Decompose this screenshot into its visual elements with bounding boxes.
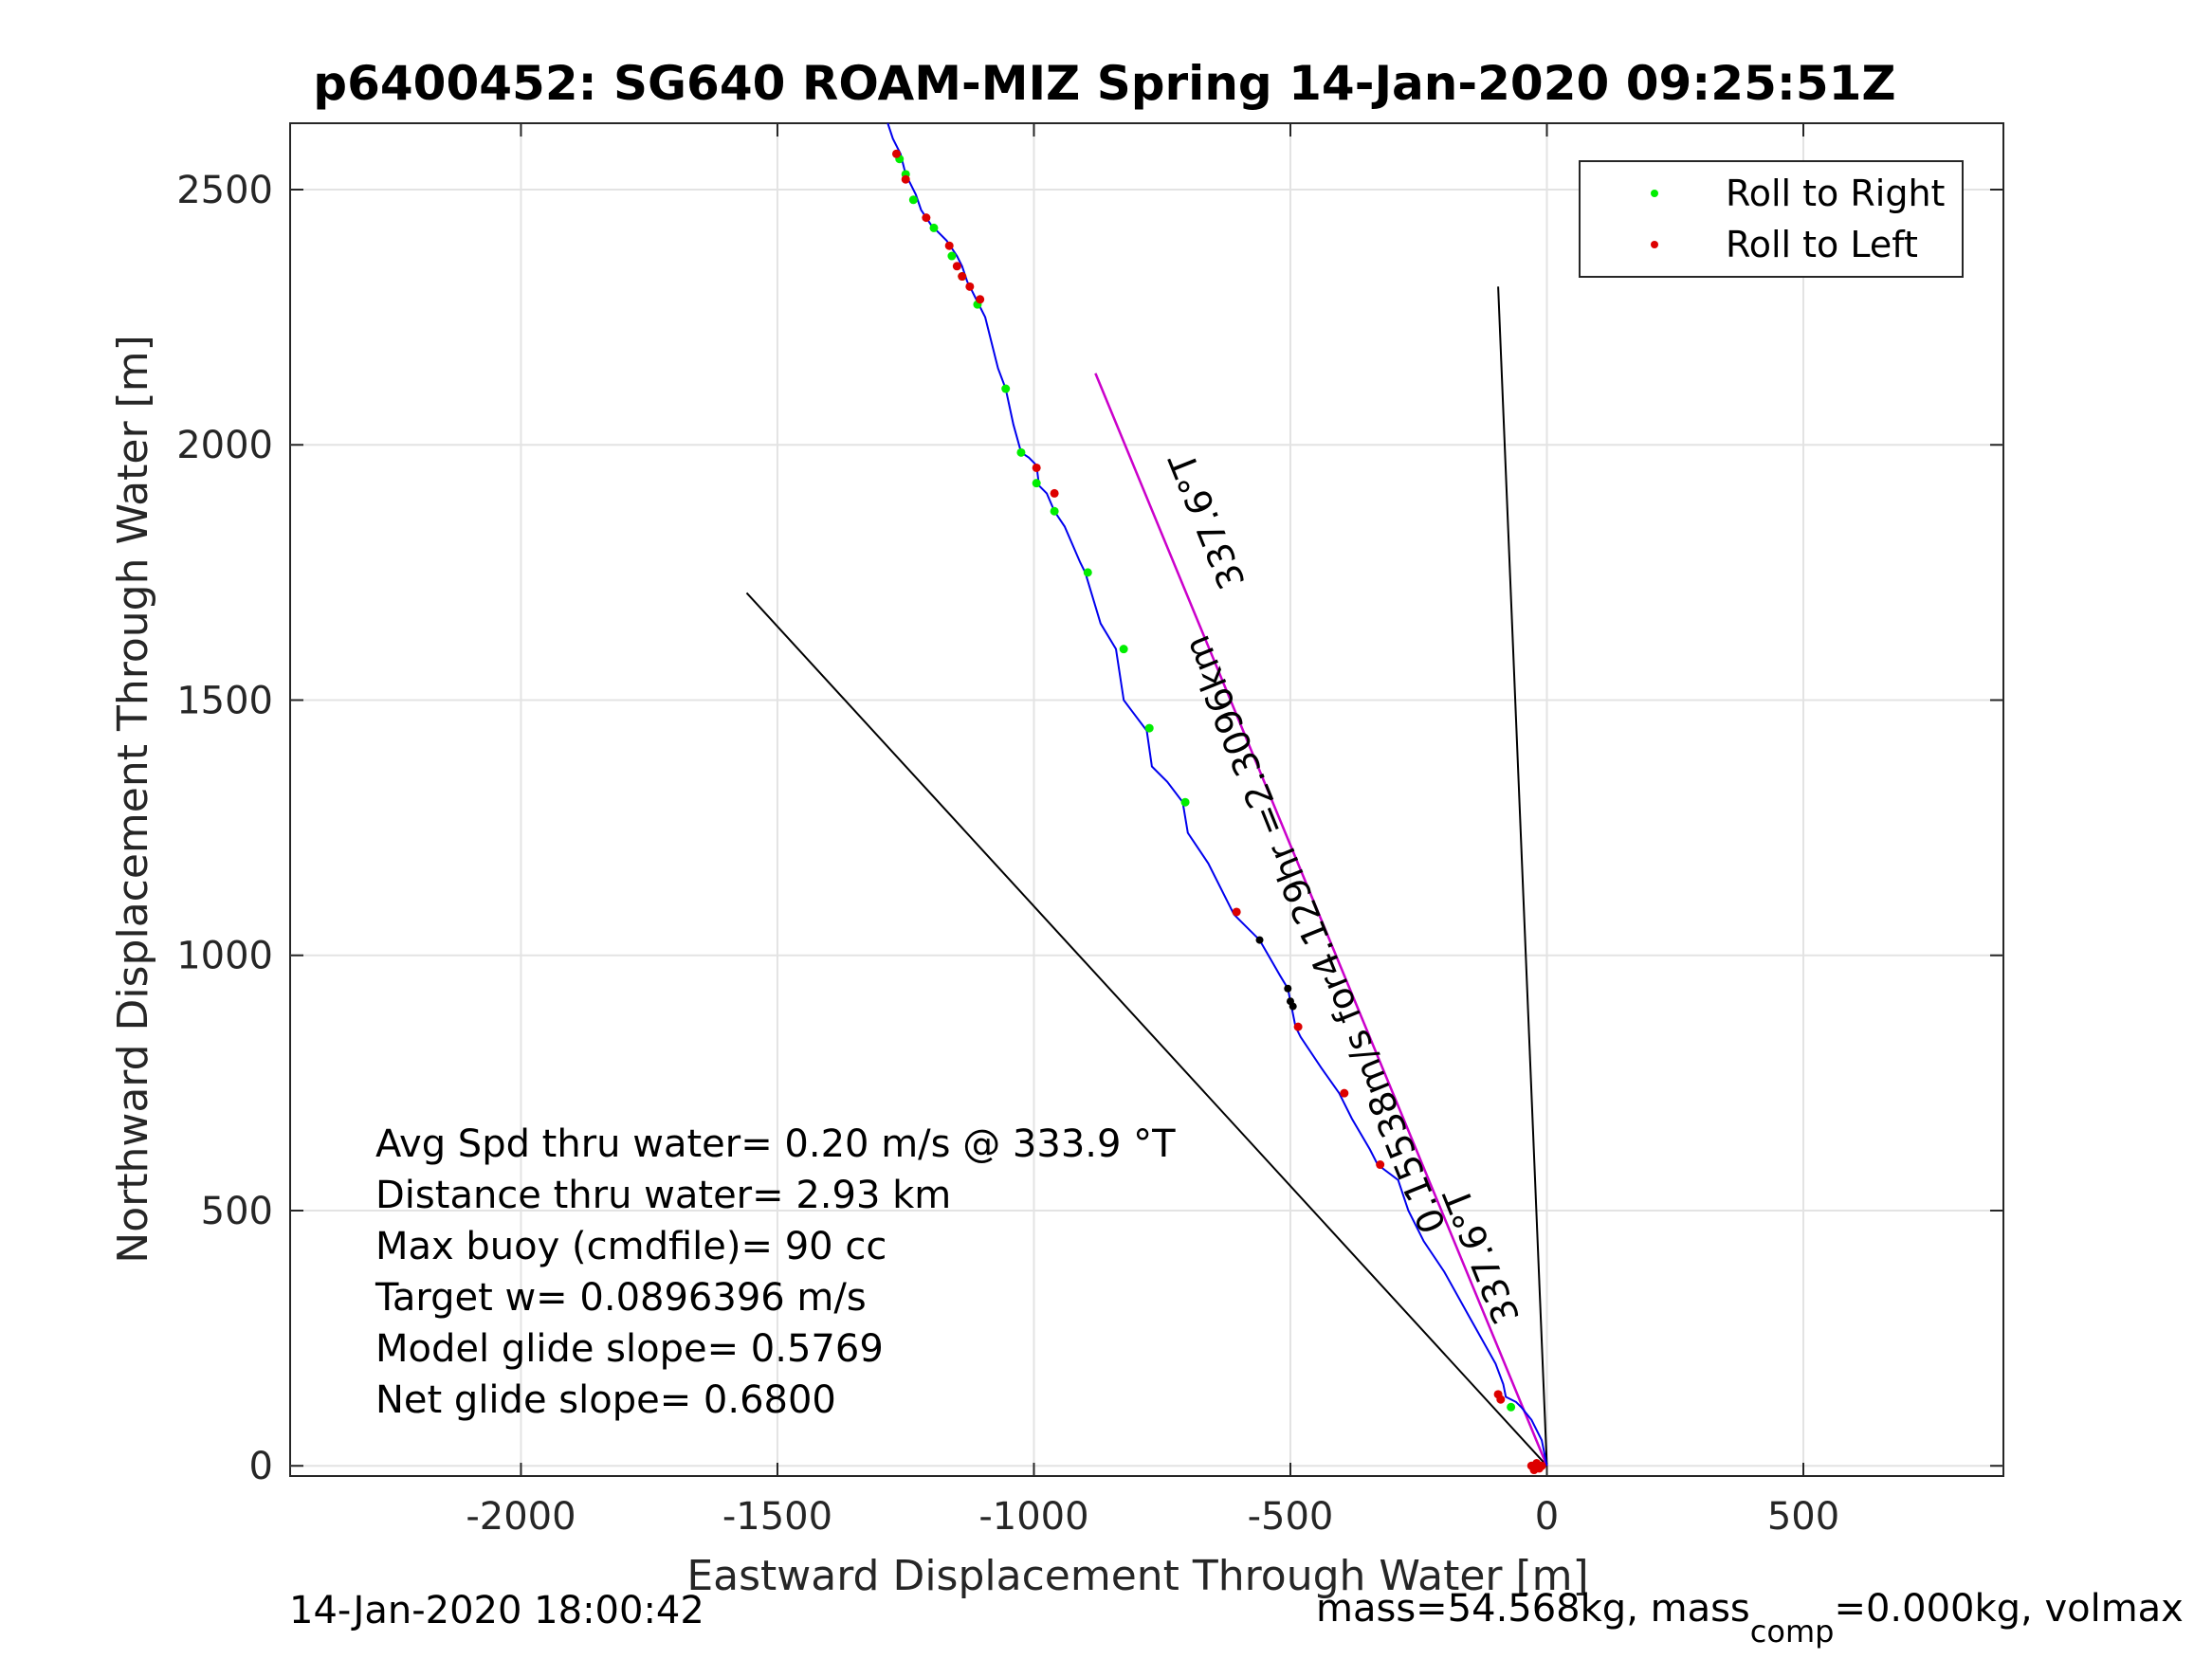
x-tick-label: -500 bbox=[1248, 1495, 1334, 1539]
reference-line bbox=[745, 592, 1548, 1467]
waypoint bbox=[1289, 1002, 1297, 1011]
plot-area: -2000 -1500 -1000 -500 0 500 0 500 1000 1500 2000 2… bbox=[176, 122, 2004, 1539]
stat-avg-speed: Avg Spd thru water= 0.20 m/s @ 333.9 °T bbox=[375, 1122, 1176, 1166]
roll-left-point bbox=[901, 174, 910, 184]
roll-right-point bbox=[947, 251, 957, 261]
roll-left-point bbox=[1493, 1390, 1503, 1399]
x-tick-label: 500 bbox=[1767, 1495, 1839, 1539]
roll-left-point bbox=[1376, 1160, 1385, 1170]
y-tick-label: 1500 bbox=[176, 679, 273, 722]
roll-right-point bbox=[1507, 1402, 1516, 1412]
stat-net-glide: Net glide slope= 0.6800 bbox=[375, 1378, 836, 1422]
waypoint bbox=[1284, 984, 1292, 993]
roll-right-point bbox=[908, 195, 918, 205]
y-tick-label: 2500 bbox=[176, 169, 273, 212]
x-axis-label: Eastward Displacement Through Water [m] bbox=[686, 1552, 1588, 1600]
roll-right-point bbox=[1083, 568, 1092, 577]
ticks: -2000 -1500 -1000 -500 0 500 0 500 1000 1500 2000 2… bbox=[176, 123, 2003, 1539]
roll-left-point bbox=[1232, 907, 1241, 917]
legend-box bbox=[1579, 160, 1964, 278]
roll-right-point bbox=[1119, 645, 1128, 654]
roll-right-point bbox=[1032, 479, 1041, 488]
roll-right-point bbox=[1001, 384, 1011, 393]
legend-roll-left-marker bbox=[1651, 241, 1658, 248]
footer-timestamp: 14-Jan-2020 18:00:42 bbox=[289, 1589, 704, 1632]
chart-title: p6400452: SG640 ROAM-MIZ Spring 14-Jan-2… bbox=[313, 56, 1895, 111]
reference-line bbox=[1497, 286, 1548, 1467]
legend-roll-right-marker bbox=[1651, 190, 1658, 197]
glider-track-group bbox=[887, 122, 1548, 1467]
legend: Roll to Right Roll to Left bbox=[1579, 160, 1964, 278]
roll-left-point bbox=[1050, 488, 1059, 498]
roll-right-point bbox=[1050, 506, 1059, 516]
stats-block: Avg Spd thru water= 0.20 m/s @ 333.9 °T … bbox=[375, 1122, 1176, 1422]
roll-right-point bbox=[929, 223, 939, 232]
roll-left-point bbox=[922, 213, 931, 223]
roll-left-point bbox=[965, 282, 975, 291]
legend-roll-left-label: Roll to Left bbox=[1726, 224, 1918, 265]
y-tick-label: 1000 bbox=[176, 935, 273, 978]
x-tick-label: -1500 bbox=[722, 1495, 832, 1539]
stat-distance: Distance thru water= 2.93 km bbox=[375, 1174, 951, 1217]
y-axis-label: Northward Displacement Through Water [m] bbox=[109, 335, 157, 1263]
x-tick-label: -2000 bbox=[466, 1495, 576, 1539]
waypoint bbox=[1255, 936, 1264, 944]
heading-line bbox=[1094, 373, 1548, 1467]
y-tick-label: 2000 bbox=[176, 424, 273, 467]
stat-model-glide: Model glide slope= 0.5769 bbox=[375, 1327, 884, 1371]
footer-mass-prefix: mass=54.568kg, mass bbox=[1316, 1587, 1750, 1631]
roll-left-point bbox=[952, 262, 961, 271]
roll-left-point bbox=[1526, 1461, 1536, 1470]
roll-left-point bbox=[891, 149, 901, 158]
roll-right-point bbox=[1016, 447, 1026, 457]
roll-left-point bbox=[1340, 1088, 1349, 1098]
grid bbox=[290, 123, 2003, 1476]
roll-left-point bbox=[1293, 1022, 1303, 1031]
roll-left-point bbox=[958, 272, 967, 282]
roll-markers bbox=[891, 149, 1546, 1475]
roll-left-point bbox=[976, 295, 985, 304]
roll-right-point bbox=[1180, 797, 1190, 807]
glider-track bbox=[887, 122, 1548, 1467]
roll-right-point bbox=[1144, 723, 1154, 733]
legend-roll-right-label: Roll to Right bbox=[1726, 173, 1945, 214]
y-tick-label: 0 bbox=[249, 1445, 273, 1488]
heading-line-group bbox=[1094, 373, 1548, 1467]
roll-left-point bbox=[1032, 463, 1041, 472]
x-tick-label: -1000 bbox=[978, 1495, 1088, 1539]
axes-box bbox=[289, 122, 2004, 1477]
roll-left-point bbox=[944, 241, 954, 250]
footer-mass-sub: comp bbox=[1750, 1613, 1835, 1650]
stat-target-w: Target w= 0.0896396 m/s bbox=[375, 1276, 867, 1320]
y-tick-label: 500 bbox=[201, 1190, 273, 1233]
stat-max-buoy: Max buoy (cmdfile)= 90 cc bbox=[375, 1225, 887, 1268]
footer-mass-suffix: =0.000kg, volmax bbox=[1834, 1587, 2183, 1631]
footer-mass: mass=54.568kg, masscomp=0.000kg, volmax bbox=[1316, 1587, 2184, 1650]
x-tick-label: 0 bbox=[1535, 1495, 1559, 1539]
